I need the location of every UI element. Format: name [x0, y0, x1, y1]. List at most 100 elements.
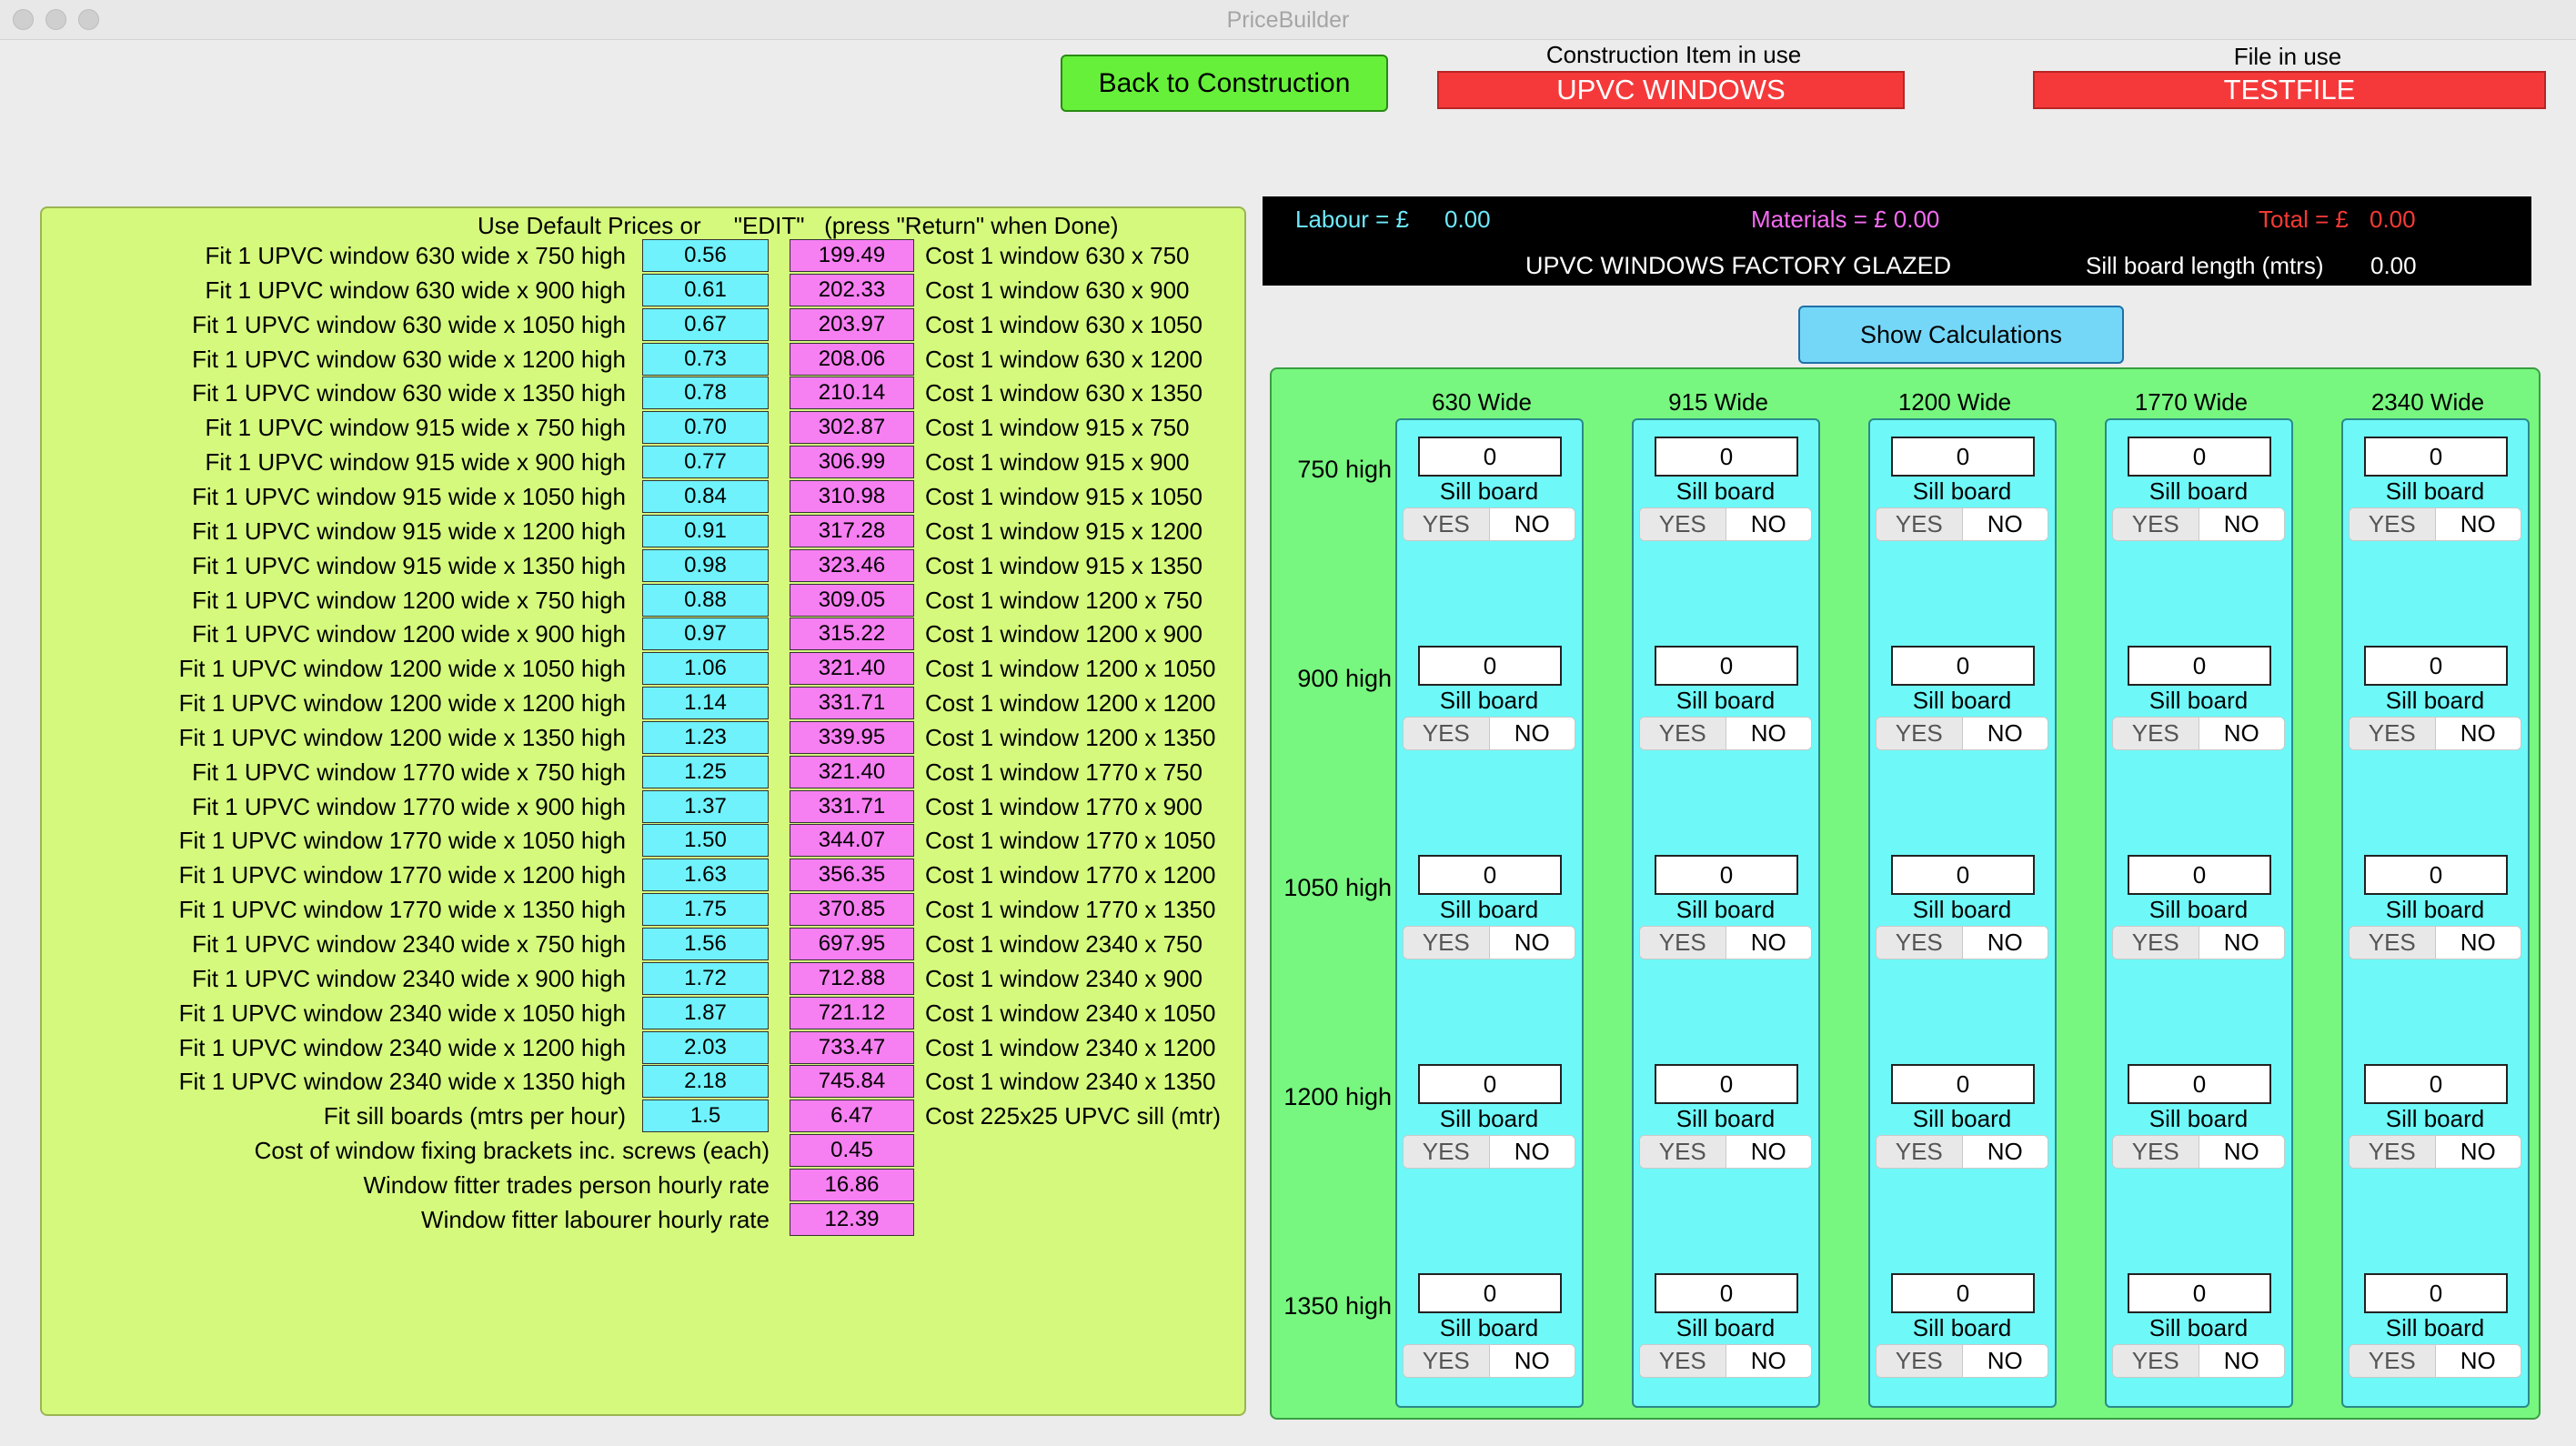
sill-no-option[interactable]: NO [1726, 508, 1811, 540]
window-quantity-input[interactable]: 0 [1418, 646, 1562, 686]
window-quantity-input[interactable]: 0 [2128, 437, 2271, 477]
sill-yes-option[interactable]: YES [1877, 508, 1963, 540]
sill-yes-option[interactable]: YES [1640, 1345, 1726, 1377]
cost-input[interactable]: 745.84 [790, 1065, 914, 1099]
fit-rate-input[interactable]: 2.03 [642, 1030, 769, 1064]
fit-rate-input[interactable]: 0.98 [642, 548, 769, 582]
sill-no-option[interactable]: NO [1962, 927, 2048, 959]
cost-input[interactable]: 208.06 [790, 342, 914, 376]
window-quantity-input[interactable]: 0 [2128, 646, 2271, 686]
fit-rate-input[interactable]: 0.67 [642, 307, 769, 341]
window-quantity-input[interactable]: 0 [2364, 1273, 2508, 1313]
sill-no-option[interactable]: NO [2435, 1345, 2521, 1377]
cost-input[interactable]: 331.71 [790, 789, 914, 823]
sill-no-option[interactable]: NO [1489, 508, 1575, 540]
sill-no-option[interactable]: NO [2199, 1136, 2284, 1168]
sill-yes-option[interactable]: YES [2113, 1345, 2199, 1377]
fit-rate-input[interactable]: 1.23 [642, 720, 769, 754]
cost-input[interactable]: 210.14 [790, 377, 914, 410]
sill-no-option[interactable]: NO [1962, 1345, 2048, 1377]
fit-rate-input[interactable]: 1.37 [642, 789, 769, 823]
extra-value-input[interactable]: 12.39 [790, 1202, 914, 1236]
cost-input[interactable]: 199.49 [790, 239, 914, 272]
sill-yes-option[interactable]: YES [1877, 1136, 1963, 1168]
fit-rate-input[interactable]: 1.5 [642, 1100, 769, 1133]
cost-input[interactable]: 339.95 [790, 720, 914, 754]
cost-input[interactable]: 203.97 [790, 307, 914, 341]
sill-no-option[interactable]: NO [1726, 927, 1811, 959]
window-quantity-input[interactable]: 0 [1418, 855, 1562, 895]
fit-rate-input[interactable]: 0.97 [642, 618, 769, 651]
fit-rate-input[interactable]: 1.06 [642, 652, 769, 686]
sill-yes-option[interactable]: YES [1640, 508, 1726, 540]
window-quantity-input[interactable]: 0 [1655, 437, 1798, 477]
window-quantity-input[interactable]: 0 [1418, 1273, 1562, 1313]
cost-input[interactable]: 321.40 [790, 755, 914, 788]
sill-yes-option[interactable]: YES [1640, 927, 1726, 959]
sill-no-option[interactable]: NO [1962, 508, 2048, 540]
cost-input[interactable]: 302.87 [790, 411, 914, 445]
sill-yes-option[interactable]: YES [2350, 1345, 2436, 1377]
cost-input[interactable]: 344.07 [790, 824, 914, 858]
sill-yes-option[interactable]: YES [1404, 508, 1490, 540]
window-quantity-input[interactable]: 0 [1891, 1064, 2035, 1104]
sill-yes-option[interactable]: YES [2113, 1136, 2199, 1168]
sill-no-option[interactable]: NO [1962, 1136, 2048, 1168]
cost-input[interactable]: 310.98 [790, 479, 914, 513]
sill-no-option[interactable]: NO [1489, 927, 1575, 959]
sill-no-option[interactable]: NO [2199, 1345, 2284, 1377]
window-quantity-input[interactable]: 0 [1891, 855, 2035, 895]
sill-yes-option[interactable]: YES [1404, 927, 1490, 959]
fit-rate-input[interactable]: 0.56 [642, 239, 769, 272]
extra-value-input[interactable]: 0.45 [790, 1134, 914, 1168]
sill-no-option[interactable]: NO [1489, 718, 1575, 749]
sill-no-option[interactable]: NO [2435, 508, 2521, 540]
window-quantity-input[interactable]: 0 [1891, 1273, 2035, 1313]
cost-input[interactable]: 370.85 [790, 893, 914, 927]
fit-rate-input[interactable]: 1.72 [642, 961, 769, 995]
sill-yes-option[interactable]: YES [2350, 508, 2436, 540]
sill-yes-option[interactable]: YES [1404, 1136, 1490, 1168]
window-quantity-input[interactable]: 0 [2128, 1064, 2271, 1104]
fit-rate-input[interactable]: 0.77 [642, 446, 769, 479]
fit-rate-input[interactable]: 1.25 [642, 755, 769, 788]
sill-yes-option[interactable]: YES [1404, 1345, 1490, 1377]
cost-input[interactable]: 317.28 [790, 514, 914, 547]
sill-yes-option[interactable]: YES [2113, 718, 2199, 749]
cost-input[interactable]: 309.05 [790, 583, 914, 617]
window-quantity-input[interactable]: 0 [1418, 437, 1562, 477]
window-quantity-input[interactable]: 0 [2128, 855, 2271, 895]
cost-input[interactable]: 321.40 [790, 652, 914, 686]
sill-no-option[interactable]: NO [1726, 1345, 1811, 1377]
window-quantity-input[interactable]: 0 [2364, 1064, 2508, 1104]
fit-rate-input[interactable]: 0.84 [642, 479, 769, 513]
window-quantity-input[interactable]: 0 [2364, 646, 2508, 686]
sill-no-option[interactable]: NO [1726, 1136, 1811, 1168]
minimize-window-button[interactable] [45, 9, 66, 30]
cost-input[interactable]: 323.46 [790, 548, 914, 582]
fit-rate-input[interactable]: 1.87 [642, 996, 769, 1029]
cost-input[interactable]: 356.35 [790, 859, 914, 892]
cost-input[interactable]: 306.99 [790, 446, 914, 479]
fit-rate-input[interactable]: 1.75 [642, 893, 769, 927]
cost-input[interactable]: 712.88 [790, 961, 914, 995]
show-calculations-button[interactable]: Show Calculations [1798, 306, 2124, 364]
window-quantity-input[interactable]: 0 [1655, 646, 1798, 686]
fit-rate-input[interactable]: 0.88 [642, 583, 769, 617]
sill-no-option[interactable]: NO [1962, 718, 2048, 749]
sill-yes-option[interactable]: YES [1404, 718, 1490, 749]
sill-no-option[interactable]: NO [2199, 508, 2284, 540]
sill-yes-option[interactable]: YES [2350, 927, 2436, 959]
sill-no-option[interactable]: NO [1726, 718, 1811, 749]
cost-input[interactable]: 315.22 [790, 618, 914, 651]
fit-rate-input[interactable]: 0.73 [642, 342, 769, 376]
fit-rate-input[interactable]: 0.78 [642, 377, 769, 410]
sill-no-option[interactable]: NO [1489, 1136, 1575, 1168]
sill-yes-option[interactable]: YES [1640, 718, 1726, 749]
fit-rate-input[interactable]: 0.91 [642, 514, 769, 547]
window-quantity-input[interactable]: 0 [2364, 437, 2508, 477]
sill-yes-option[interactable]: YES [2113, 927, 2199, 959]
sill-yes-option[interactable]: YES [1640, 1136, 1726, 1168]
sill-no-option[interactable]: NO [2199, 927, 2284, 959]
zoom-window-button[interactable] [78, 9, 99, 30]
